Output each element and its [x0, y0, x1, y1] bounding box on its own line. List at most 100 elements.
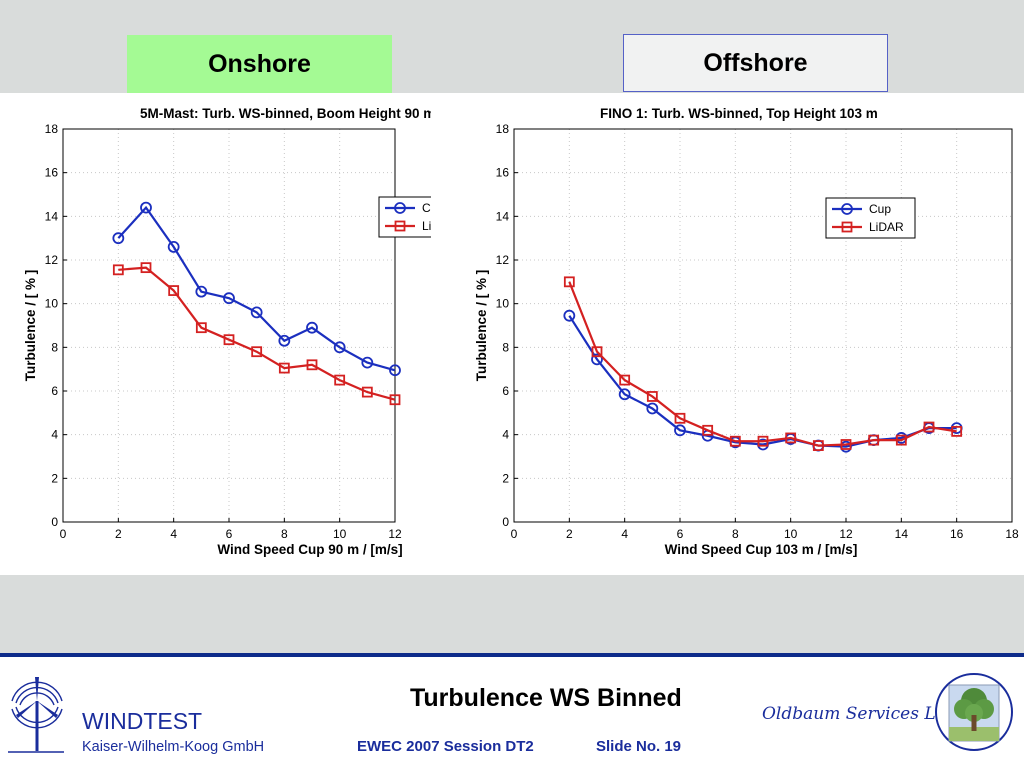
legend-box — [825, 197, 916, 239]
data-point-lidar — [112, 264, 124, 276]
x-tick-label: 4 — [621, 527, 628, 541]
x-tick-label: 0 — [60, 527, 67, 541]
x-tick-label: 2 — [566, 527, 573, 541]
data-point-cup — [389, 364, 401, 377]
y-tick-label: 14 — [45, 209, 59, 223]
onshore-label: Onshore — [127, 35, 392, 93]
series-line-cup — [117, 205, 396, 372]
data-point-lidar — [306, 359, 318, 371]
x-tick-label: 8 — [732, 527, 739, 541]
data-point-lidar — [140, 262, 152, 274]
offshore-label: Offshore — [623, 34, 888, 92]
data-point-cup — [563, 309, 576, 322]
data-point-lidar — [702, 424, 714, 436]
data-point-cup — [646, 402, 659, 415]
data-point-lidar — [389, 394, 401, 406]
y-tick-label: 10 — [45, 297, 59, 311]
legend-label: LiDAR — [869, 220, 904, 234]
y-axis-label: Turbulence / [ % ] — [23, 270, 38, 382]
footer: WINDTEST Kaiser-Wilhelm-Koog GmbH Turbul… — [0, 653, 1024, 772]
y-tick-label: 16 — [45, 166, 59, 180]
y-tick-label: 14 — [496, 209, 510, 223]
plot-area: 0 2 4 6 8 10 12 0 2 4 6 8 10 12 14 16 18 5M-Mast: Turb. W… — [0, 93, 1024, 575]
axes-box — [513, 128, 1013, 523]
data-point-lidar — [674, 412, 686, 424]
data-point-lidar — [868, 434, 880, 446]
data-point-lidar — [223, 334, 235, 346]
x-axis-label: Wind Speed Cup 103 m / [m/s] — [665, 542, 858, 557]
x-tick-label: 2 — [115, 527, 122, 541]
y-axis-label: Turbulence / [ % ] — [474, 270, 489, 382]
y-tick-label: 2 — [51, 471, 58, 485]
data-point-cup — [306, 321, 318, 334]
data-point-cup — [140, 201, 152, 214]
y-tick-label: 12 — [45, 253, 59, 267]
data-point-cup — [674, 424, 686, 437]
x-tick-label: 4 — [170, 527, 177, 541]
data-point-lidar — [361, 386, 373, 398]
x-tick-label: 10 — [333, 527, 347, 541]
data-point-cup — [361, 356, 374, 369]
legend-marker — [841, 221, 853, 233]
data-point-lidar — [729, 435, 741, 447]
x-tick-label: 0 — [511, 527, 518, 541]
x-tick-label: 6 — [226, 527, 233, 541]
data-point-lidar — [812, 440, 824, 451]
legend-marker — [394, 220, 406, 232]
data-point-lidar — [591, 346, 603, 358]
y-tick-label: 0 — [502, 515, 509, 529]
legend-marker — [841, 203, 853, 215]
x-axis-label: Wind Speed Cup 90 m / [m/s] — [217, 542, 402, 557]
slide-number: Slide No. 19 — [596, 738, 682, 755]
data-point-lidar — [168, 285, 180, 296]
onshore-chart: 0 2 4 6 8 10 12 0 2 4 6 8 10 12 14 16 18 5M-Mast: Turb. W… — [23, 106, 457, 557]
legend-label: Cup — [869, 202, 891, 216]
y-tick-label: 18 — [496, 122, 510, 136]
y-tick-label: 16 — [496, 166, 510, 180]
x-tick-label: 12 — [839, 527, 853, 541]
y-tick-label: 10 — [496, 297, 510, 311]
partner-name: Oldbaum Services Ltd. — [762, 704, 959, 724]
x-tick-label: 18 — [1005, 527, 1019, 541]
data-point-lidar — [195, 322, 207, 334]
y-tick-label: 18 — [45, 122, 59, 136]
legend-label: Cup — [422, 201, 444, 215]
data-point-cup — [618, 388, 631, 401]
tree-logo-icon — [935, 673, 1013, 751]
charts-svg: 0 2 4 6 8 10 12 0 2 4 6 8 10 12 14 16 18 5M-Mast: Turb. W… — [23, 106, 1019, 557]
company-subtitle: Kaiser-Wilhelm-Koog GmbH — [82, 739, 265, 755]
data-point-cup — [167, 240, 180, 253]
y-tick-label: 8 — [51, 340, 58, 354]
offshore-chart: 0 2 4 6 8 10 12 14 16 18 0 2 4 6 8 10 12 14 16 18 FINO 1: Tu… — [474, 106, 1019, 557]
data-point-cup — [278, 334, 291, 347]
y-tick-label: 4 — [502, 428, 509, 442]
data-point-cup — [112, 232, 125, 245]
legend-box — [378, 196, 431, 238]
y-tick-label: 12 — [496, 253, 510, 267]
series-line-lidar — [118, 266, 396, 401]
y-tick-label: 8 — [502, 340, 509, 354]
y-tick-label: 6 — [502, 384, 509, 398]
data-point-lidar — [334, 374, 346, 386]
data-point-lidar — [951, 425, 963, 437]
data-point-lidar — [840, 439, 852, 450]
data-point-lidar — [895, 434, 907, 446]
data-point-lidar — [646, 391, 658, 402]
x-tick-label: 14 — [895, 527, 909, 541]
session-label: EWEC 2007 Session DT2 — [357, 738, 534, 755]
legend-marker — [394, 202, 406, 214]
data-point-cup — [250, 306, 263, 319]
y-tick-label: 2 — [502, 471, 509, 485]
data-point-lidar — [923, 421, 935, 433]
data-point-cup — [591, 353, 603, 366]
wind-turbine-logo-icon — [8, 677, 64, 753]
data-point-cup — [223, 292, 235, 305]
chart-title: FINO 1: Turb. WS-binned, Top Height 103 … — [600, 106, 878, 121]
x-tick-label: 10 — [784, 527, 798, 541]
data-point-lidar — [757, 435, 769, 447]
series-line-cup — [568, 315, 957, 448]
legend-label: LiDAR — [422, 219, 457, 233]
y-tick-label: 4 — [51, 428, 58, 442]
x-tick-label: 8 — [281, 527, 288, 541]
data-point-cup — [333, 341, 346, 354]
